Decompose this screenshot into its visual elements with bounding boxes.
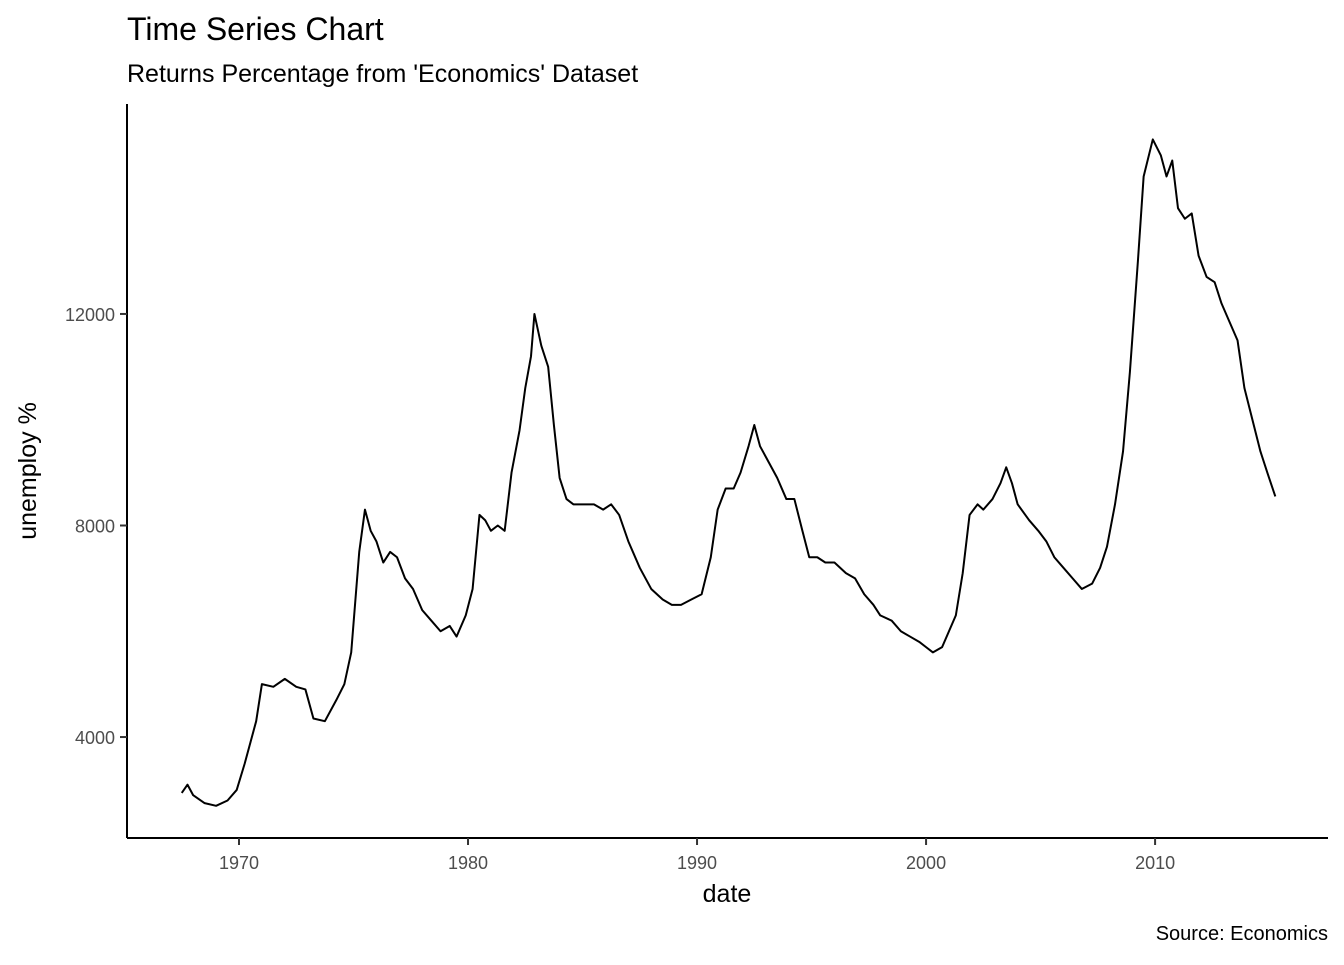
- x-tick-label: 1970: [219, 853, 259, 873]
- x-axis-label: date: [703, 880, 752, 908]
- x-tick-label: 1980: [448, 853, 488, 873]
- y-tick-label: 4000: [75, 728, 115, 748]
- y-tick-label: 12000: [65, 305, 115, 325]
- y-tick-label: 8000: [75, 516, 115, 536]
- caption: Source: Economics: [1156, 923, 1328, 945]
- chart-title: Time Series Chart: [127, 11, 384, 47]
- x-tick-label: 2000: [906, 853, 946, 873]
- series-line: [180, 138, 1277, 807]
- y-axis-label: unemploy %: [14, 402, 42, 540]
- x-tick-label: 1990: [677, 853, 717, 873]
- x-tick-label: 2010: [1135, 853, 1175, 873]
- chart-subtitle: Returns Percentage from 'Economics' Data…: [127, 60, 638, 88]
